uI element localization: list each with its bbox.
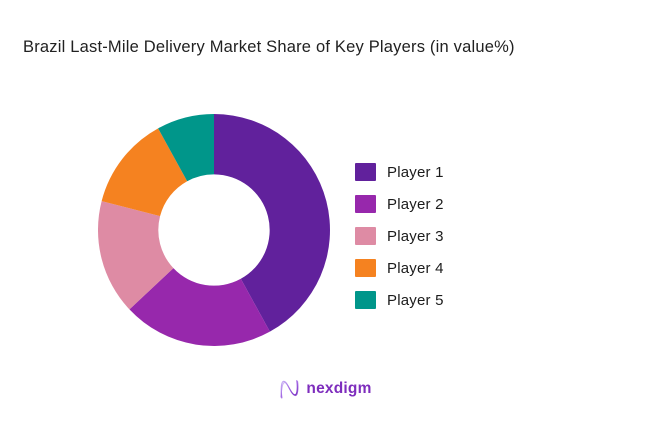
- legend-label: Player 2: [387, 195, 444, 213]
- legend-swatch: [355, 195, 376, 213]
- chart-legend: Player 1 Player 2 Player 3 Player 4 Play…: [355, 163, 444, 323]
- donut-chart: [97, 114, 330, 346]
- nexdigm-n-wave-icon: [280, 380, 299, 399]
- donut-segment-player-2: [129, 268, 270, 346]
- legend-item: Player 3: [355, 227, 444, 245]
- donut-segment-player-3: [97, 201, 174, 310]
- donut-chart-svg: [97, 114, 330, 346]
- legend-item: Player 5: [355, 291, 444, 309]
- legend-item: Player 2: [355, 195, 444, 213]
- donut-segment-player-4: [101, 128, 188, 217]
- brand-logo: nexdigm: [278, 376, 371, 401]
- legend-swatch: [355, 291, 376, 309]
- donut-segment-player-1: [214, 114, 330, 332]
- legend-swatch: [355, 227, 376, 245]
- legend-label: Player 1: [387, 163, 444, 181]
- legend-label: Player 5: [387, 291, 444, 309]
- legend-item: Player 4: [355, 259, 444, 277]
- donut-segment-player-5: [158, 114, 214, 182]
- chart-title: Brazil Last-Mile Delivery Market Share o…: [23, 38, 515, 56]
- legend-swatch: [355, 259, 376, 277]
- legend-label: Player 4: [387, 259, 444, 277]
- legend-label: Player 3: [387, 227, 444, 245]
- legend-swatch: [355, 163, 376, 181]
- brand-wordmark: nexdigm: [306, 379, 372, 397]
- legend-item: Player 1: [355, 163, 444, 181]
